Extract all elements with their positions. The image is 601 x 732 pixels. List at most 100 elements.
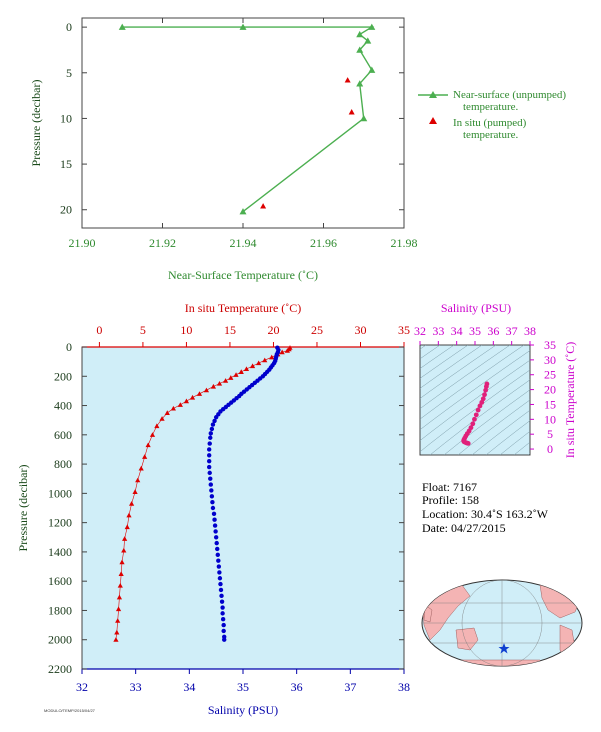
pumped-point <box>344 77 351 83</box>
salinity-point <box>208 476 213 481</box>
nst-y-tick-label: 15 <box>60 157 72 171</box>
ts-salinity-axis-title: Salinity (PSU) <box>441 301 511 315</box>
unpumped-point <box>356 46 364 53</box>
temperature-point <box>233 372 239 377</box>
ts-point <box>470 421 476 427</box>
temperature-point <box>119 559 125 565</box>
salinity-point <box>210 505 216 511</box>
temperature-point <box>249 363 256 369</box>
profile-y-tick-label: 600 <box>54 428 72 442</box>
ts-point <box>475 407 481 413</box>
salinity-point <box>206 447 212 452</box>
salinity-point <box>214 540 219 546</box>
profile-y-tick-label: 200 <box>54 369 72 383</box>
salinity-point <box>216 564 222 569</box>
unpumped-point <box>118 23 126 30</box>
unpumped-point <box>368 23 376 30</box>
profile-y-tick-label: 400 <box>54 399 72 413</box>
temperature-point <box>284 348 290 353</box>
legend-marker-pumped <box>429 117 437 124</box>
ts-contour <box>485 420 530 455</box>
salinity-point <box>217 576 223 581</box>
temperature-point <box>203 387 210 393</box>
ts-temperature-tick-label: 15 <box>544 397 556 411</box>
temperature-tick-label: 5 <box>140 323 146 337</box>
legend-pumped-line2: temperature. <box>463 129 519 141</box>
temperature-point <box>183 398 190 404</box>
temperature-point <box>114 629 120 635</box>
salinity-point <box>220 605 225 610</box>
temperature-point <box>132 489 138 494</box>
nst-y-axis-label: Pressure (decibar) <box>29 80 43 167</box>
temperature-point <box>126 512 132 518</box>
unpumped-series-line <box>122 26 375 213</box>
salinity-point <box>221 622 226 628</box>
ts-salinity-tick-label: 38 <box>524 324 536 338</box>
ts-salinity-tick-label: 32 <box>414 324 426 338</box>
temperature-point <box>154 423 160 429</box>
ts-contour <box>420 345 469 379</box>
ts-temperature-tick-label: 35 <box>544 338 556 352</box>
nst-plot-frame <box>81 17 405 229</box>
ts-point <box>473 412 479 418</box>
salinity-point <box>222 637 227 642</box>
legend-unpumped-line2: temperature. <box>463 101 519 113</box>
ts-contour <box>420 345 525 420</box>
profile-number: Profile: 158 <box>422 493 479 507</box>
salinity-point <box>211 511 217 517</box>
nst-x-tick-label: 21.90 <box>69 236 96 250</box>
temperature-point <box>121 547 127 553</box>
temperature-point <box>145 442 151 448</box>
temperature-tick-label: 10 <box>180 323 192 337</box>
salinity-tick-label: 32 <box>76 680 88 694</box>
ts-contour <box>420 345 455 369</box>
salinity-point <box>208 482 213 487</box>
temperature-point <box>117 582 123 588</box>
nst-y-tick-label: 5 <box>66 66 72 80</box>
temperature-point <box>228 375 234 380</box>
ts-point <box>483 384 489 390</box>
unpumped-point <box>368 66 376 73</box>
salinity-point <box>213 529 218 534</box>
salinity-point <box>212 517 217 522</box>
nst-legend: Near-surface (unpumped) temperature. In … <box>418 89 566 141</box>
temperature-axis-title: In situ Temperature (˚C) <box>185 301 302 315</box>
ts-temperature-tick-label: 0 <box>547 442 553 456</box>
salinity-point <box>209 426 215 432</box>
salinity-point <box>217 570 222 575</box>
salinity-point <box>206 464 212 470</box>
salinity-point <box>207 470 212 476</box>
unpumped-point <box>239 208 247 215</box>
unpumped-point <box>360 114 368 122</box>
map-graticule <box>422 580 582 666</box>
nst-x-tick-label: 21.96 <box>310 236 337 250</box>
temperature-point <box>116 594 123 600</box>
salinity-point <box>213 535 219 540</box>
temperature-tick-label: 20 <box>267 323 279 337</box>
ts-temperature-axis-title: In situ Temperature (˚C) <box>563 342 577 459</box>
nst-x-axis-label: Near-Surface Temperature (˚C) <box>168 268 318 282</box>
nst-x-tick-label: 21.98 <box>391 236 418 250</box>
ts-temperature-tick-label: 5 <box>547 427 553 441</box>
unpumped-point <box>239 23 247 30</box>
location-map <box>421 579 583 667</box>
ts-contour <box>499 430 530 455</box>
ts-contour <box>471 409 530 455</box>
salinity-point <box>209 494 215 499</box>
salinity-point <box>220 611 225 616</box>
unpumped-point <box>364 37 372 44</box>
ts-contour <box>457 399 530 455</box>
ts-salinity-tick-label: 37 <box>506 324 518 338</box>
salinity-point <box>206 453 212 458</box>
temperature-point <box>138 465 144 471</box>
pumped-point <box>348 109 355 115</box>
salinity-axis-title: Salinity (PSU) <box>208 703 278 717</box>
temperature-point <box>222 378 229 383</box>
salinity-point <box>215 546 220 552</box>
temperature-point <box>149 432 156 437</box>
salinity-point <box>219 593 224 599</box>
salinity-point <box>208 435 213 440</box>
ts-contour <box>420 350 530 431</box>
temperature-tick-label: 0 <box>96 323 102 337</box>
